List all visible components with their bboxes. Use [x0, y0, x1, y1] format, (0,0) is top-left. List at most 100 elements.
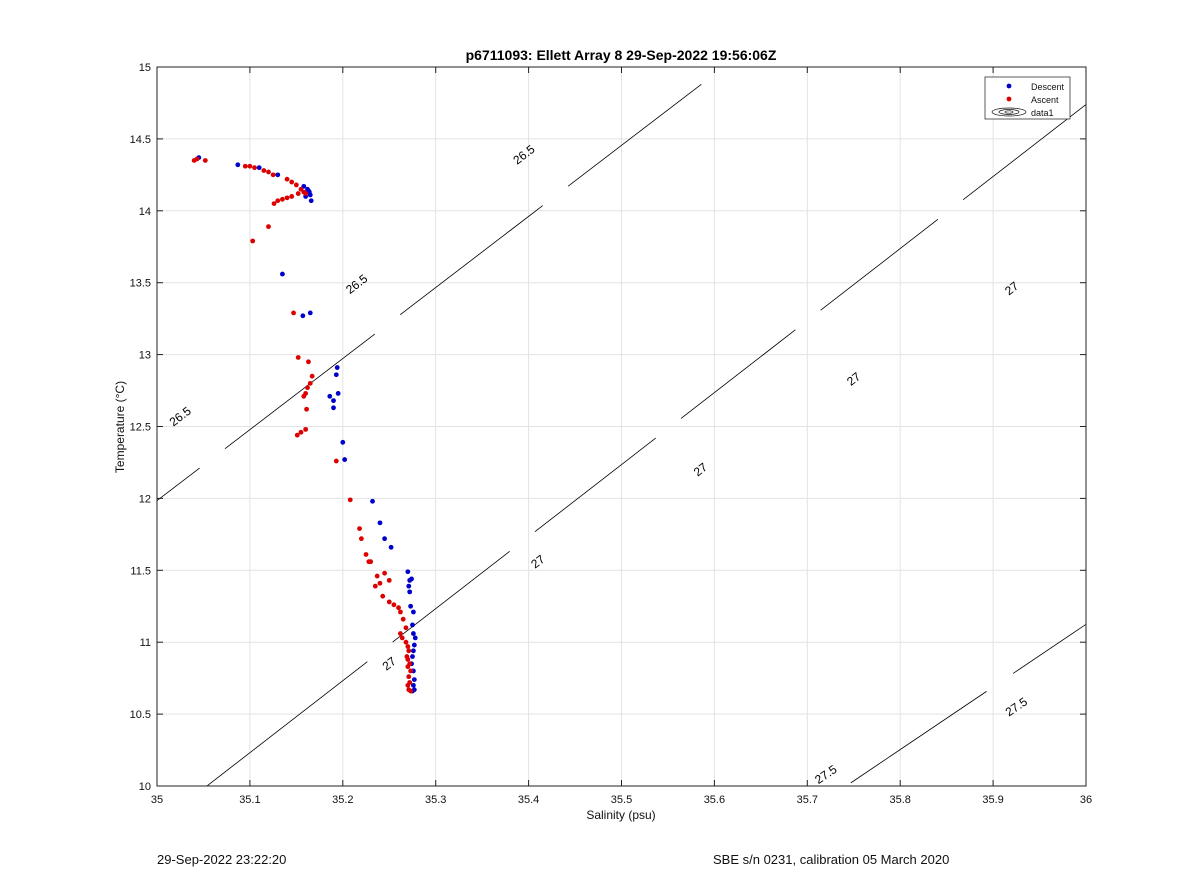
x-tick-label: 35.9 [982, 794, 1003, 806]
point-descent [333, 372, 339, 378]
point-ascent [271, 201, 277, 207]
point-ascent [397, 609, 403, 615]
point-ascent [400, 616, 406, 622]
contour-line-27 [962, 104, 1086, 201]
legend: Descent Ascent data1 [984, 76, 1071, 120]
point-descent [308, 198, 314, 204]
footer-calibration-note: SBE s/n 0231, calibration 05 March 2020 [713, 852, 950, 867]
y-tick-label: 11 [140, 637, 151, 649]
point-ascent [284, 195, 290, 201]
x-tick-label: 35.8 [889, 794, 910, 806]
axis-ticks: 35 35.1 35.2 35.3 35.4 35.5 35.6 35.7 35.8 35.9 36… [130, 62, 1093, 806]
legend-ascent-label: Ascent [1031, 95, 1059, 105]
x-tick-label: 35.5 [611, 794, 632, 806]
x-axis-label: Salinity (psu) [586, 808, 655, 822]
point-ascent [307, 380, 313, 386]
x-tick-label: 35.6 [704, 794, 725, 806]
point-descent [411, 642, 417, 648]
legend-data1-label: data1 [1031, 108, 1054, 118]
point-ascent [403, 639, 409, 645]
point-ascent [293, 182, 299, 188]
data-points [191, 155, 418, 694]
contour-line-27 [206, 661, 368, 786]
point-ascent [382, 570, 388, 576]
point-descent [410, 654, 415, 659]
point-ascent [386, 577, 392, 583]
legend-contour-symbol-inner [998, 109, 1020, 115]
point-descent [307, 192, 313, 198]
point-descent [382, 536, 388, 542]
point-descent [300, 313, 306, 319]
contour-line-27 [534, 437, 656, 533]
x-tick-label: 35.7 [797, 794, 818, 806]
point-ascent [386, 599, 392, 605]
y-tick-label: 10 [139, 781, 151, 793]
x-tick-label: 35.2 [332, 794, 353, 806]
point-descent [412, 635, 418, 641]
point-ascent [295, 191, 301, 196]
point-ascent [380, 593, 386, 599]
point-ascent [309, 373, 315, 379]
y-tick-label: 11.5 [130, 565, 151, 577]
point-descent [342, 457, 348, 462]
point-descent [407, 589, 413, 595]
point-ascent [304, 406, 309, 412]
point-descent [327, 393, 333, 399]
point-ascent [368, 559, 374, 565]
point-ascent [252, 165, 257, 171]
legend-contour-symbol [991, 107, 1027, 117]
legend-contour-symbol-core [1004, 110, 1014, 114]
legend-descent-marker [1006, 83, 1012, 89]
point-ascent [374, 573, 380, 579]
point-ascent [403, 625, 409, 631]
y-tick-label: 12 [139, 493, 151, 505]
x-tick-label: 35.3 [425, 794, 446, 806]
point-descent [411, 609, 416, 615]
y-tick-label: 14.5 [130, 134, 151, 146]
y-tick-label: 14 [139, 206, 151, 218]
point-ascent [399, 635, 405, 641]
y-tick-label: 15 [139, 62, 151, 74]
point-ascent [194, 156, 200, 162]
point-descent [340, 439, 346, 445]
point-descent [275, 172, 281, 178]
point-ascent [270, 172, 276, 178]
point-ascent [406, 674, 412, 680]
point-ascent [298, 429, 304, 435]
point-ascent [397, 631, 403, 636]
point-ascent [301, 393, 307, 399]
legend-descent-label: Descent [1031, 82, 1065, 92]
point-descent [406, 583, 412, 589]
x-tick-label: 36 [1080, 794, 1092, 806]
point-ascent [306, 359, 311, 365]
contour-line-27 [680, 329, 796, 419]
point-ascent [275, 198, 281, 204]
contour-line-26.5 [399, 205, 543, 315]
point-ascent [266, 224, 271, 230]
point-descent [335, 391, 341, 396]
point-ascent [405, 664, 411, 670]
contour-line-26.5 [157, 467, 200, 502]
point-descent [410, 622, 415, 628]
y-tick-label: 13 [139, 350, 151, 362]
x-tick-label: 35.1 [239, 794, 260, 806]
contour-line-26.5 [224, 333, 376, 449]
point-ascent [291, 310, 296, 316]
point-ascent [261, 168, 267, 173]
point-ascent [358, 536, 364, 542]
footer-timestamp: 29-Sep-2022 23:22:20 [157, 852, 287, 867]
point-ascent [295, 355, 301, 360]
grid [157, 67, 1086, 786]
point-ascent [242, 163, 248, 169]
point-ascent [294, 432, 300, 438]
point-ascent [408, 668, 414, 674]
y-tick-label: 13.5 [130, 278, 151, 290]
point-ascent [396, 605, 401, 611]
point-descent [405, 569, 411, 575]
point-descent [235, 162, 241, 168]
point-descent [280, 271, 285, 277]
point-descent [331, 398, 336, 404]
contour-line-27.5 [850, 691, 987, 784]
point-descent [331, 405, 336, 411]
